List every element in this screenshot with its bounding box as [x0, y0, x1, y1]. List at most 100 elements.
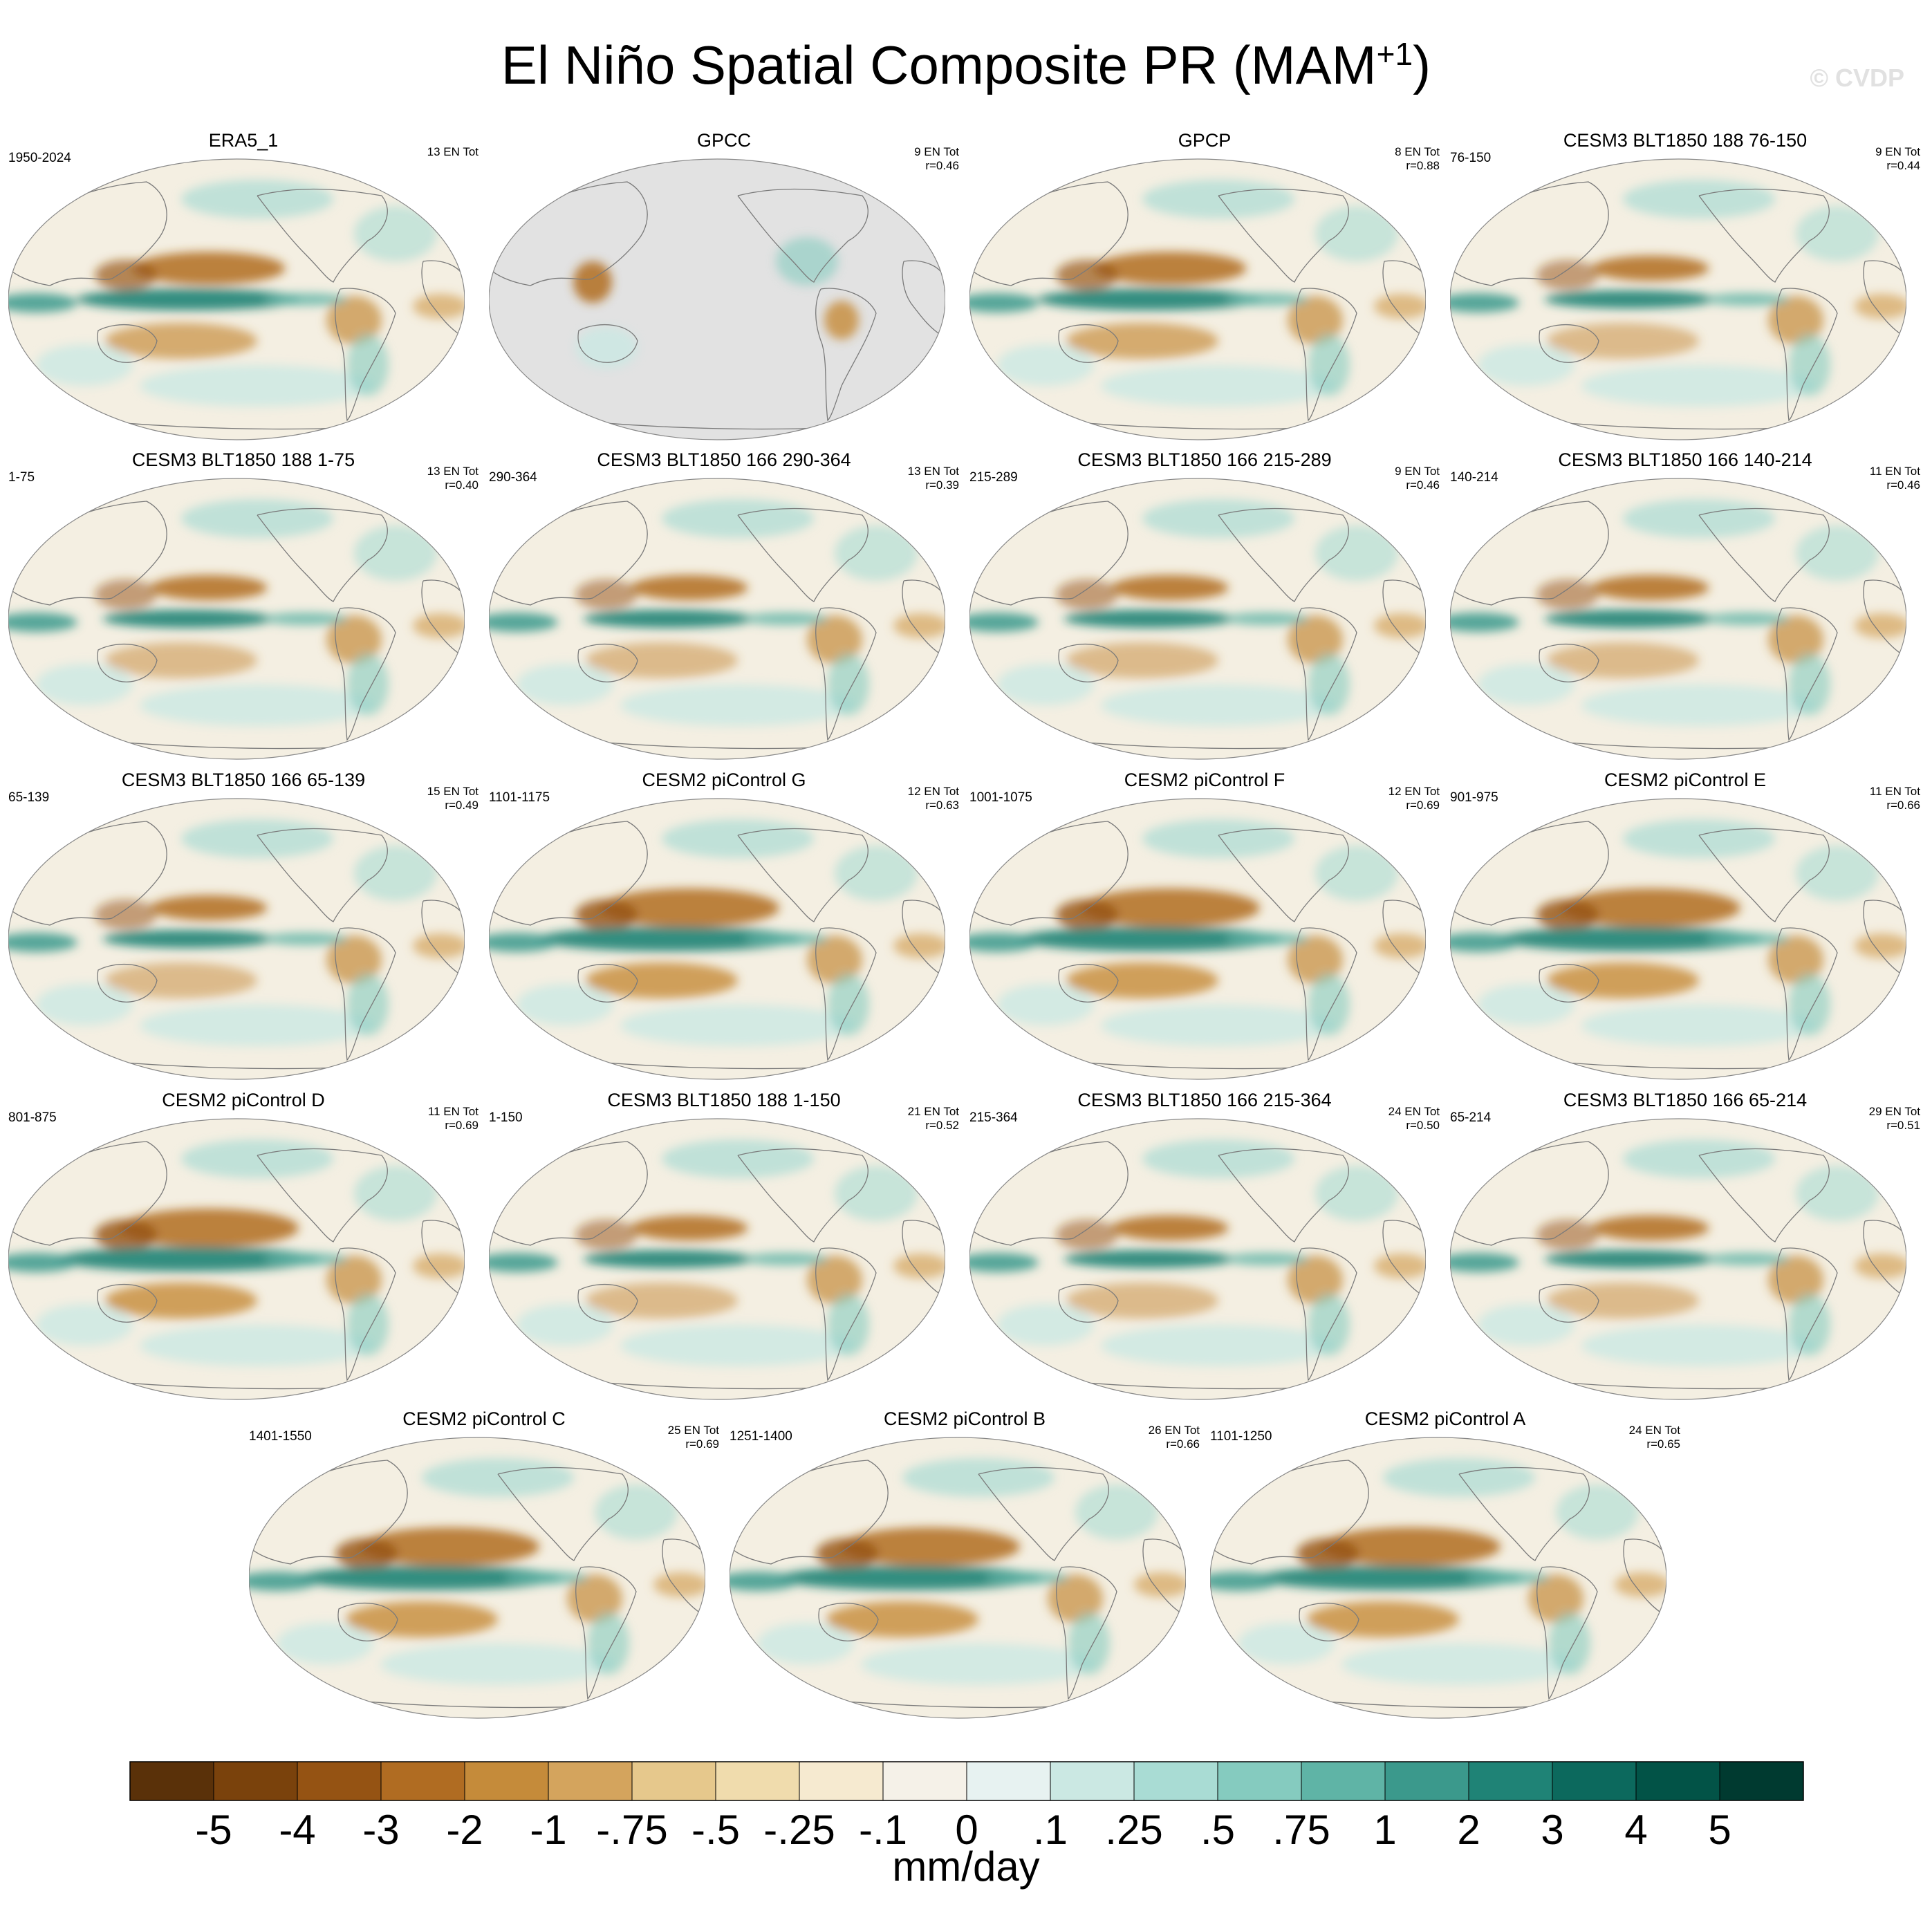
- coastline-australia: [97, 324, 158, 363]
- coastline-eurasia: [489, 1141, 648, 1246]
- anomaly-west-indian-wet: [8, 613, 77, 632]
- anomaly-amazon-dry: [1768, 935, 1823, 984]
- anomaly-equatorial-wet: [1063, 1249, 1235, 1269]
- panel-years: 140-214: [1450, 470, 1498, 485]
- map-outline: [8, 478, 465, 760]
- colorbar-tick-label: -.25: [763, 1807, 835, 1853]
- anomaly-south-spcz-dry: [1066, 962, 1218, 998]
- colorbar-segment: [1469, 1762, 1553, 1800]
- anomaly-atlantic-wet: [1796, 846, 1879, 901]
- colorbar-segment: [548, 1762, 633, 1800]
- panel: CESM3 BLT1850 166 65-139 65-139 15 EN Tot r…: [8, 770, 479, 1088]
- coastline-eurasia: [969, 501, 1128, 606]
- anomaly-amazon-dry: [326, 615, 382, 664]
- panel-title: CESM2 piControl F: [1124, 770, 1285, 790]
- panel-pattern-corr: r=0.50: [1406, 1119, 1440, 1132]
- colorbar-tick-label: -1: [530, 1807, 567, 1853]
- anomaly-north-subtropical-dry: [1592, 255, 1709, 281]
- panel-years: 1401-1550: [249, 1429, 312, 1444]
- anomaly-equatorial-wet: [297, 1565, 560, 1590]
- colorbar-segment: [1218, 1762, 1302, 1800]
- colorbar-tick-label: 0: [955, 1807, 978, 1853]
- colorbar-segment: [883, 1762, 967, 1800]
- panel: CESM2 piControl G 1101-1175 12 EN Tot r=0.6…: [489, 770, 959, 1088]
- colorbar-segment: [465, 1762, 549, 1800]
- anomaly-south-america-wet: [1308, 974, 1350, 1036]
- panel: CESM2 piControl C 1401-1550 25 EN Tot r=0.6…: [249, 1408, 719, 1726]
- map-outline: [969, 158, 1426, 440]
- panel-map: [489, 798, 945, 1080]
- panel-title: CESM3 BLT1850 188 1-150: [607, 1090, 841, 1110]
- anomaly-maritime-dry: [1536, 260, 1599, 290]
- anomaly-equatorial-wet: [1018, 927, 1281, 951]
- map-outline: [489, 158, 945, 440]
- panel-title: CESM3 BLT1850 166 215-364: [1077, 1090, 1332, 1110]
- anomaly-indian-wet: [997, 984, 1094, 1025]
- anomaly-north-pacific-wet: [902, 1458, 1055, 1497]
- panel-map: [969, 158, 1426, 440]
- anomaly-south-america-wet: [347, 653, 389, 716]
- anomaly-amazon-dry: [567, 1574, 622, 1623]
- anomaly-maritime-dry: [575, 1220, 638, 1250]
- panel-title: CESM2 piControl A: [1364, 1408, 1526, 1429]
- anomaly-africa-dry: [1374, 1254, 1426, 1278]
- colorbar-segment: [1134, 1762, 1218, 1800]
- anomaly-east-equatorial-wet: [745, 1253, 828, 1265]
- anomaly-north-pacific-wet: [181, 180, 333, 218]
- coastline-north-america: [497, 1467, 629, 1561]
- anomaly-north-subtropical-dry: [1111, 1215, 1229, 1241]
- colorbar-segment: [1301, 1762, 1386, 1800]
- colorbar-tick-label: -5: [195, 1807, 232, 1853]
- anomaly-south-spcz-dry: [105, 962, 257, 998]
- anomaly-amazon-dry: [326, 1256, 382, 1304]
- colorbar-segment: [214, 1762, 298, 1800]
- coastline-north-america: [1698, 508, 1830, 602]
- anomaly-atlantic-wet: [835, 846, 918, 901]
- panel-stats: 26 EN Tot r=0.66: [1149, 1424, 1200, 1451]
- coastline-south-america: [1776, 1247, 1838, 1381]
- panel: CESM2 piControl E 901-975 11 EN Tot r=0.66: [1450, 770, 1920, 1088]
- anomaly-equatorial-wet: [583, 1249, 754, 1269]
- panel-years: 1-75: [8, 470, 35, 485]
- anomaly-north-subtropical-dry: [150, 575, 268, 601]
- anomaly-west-indian-wet: [249, 1572, 318, 1591]
- anomaly-africa-dry: [413, 933, 465, 958]
- anomaly-south-pacific-wet: [380, 1644, 615, 1685]
- map-outline: [1450, 478, 1906, 760]
- coastline-africa: [421, 900, 465, 978]
- anomaly-equatorial-wet: [583, 609, 754, 629]
- anomaly-south-spcz-dry: [105, 1283, 257, 1319]
- coastline-north-america: [1218, 828, 1349, 922]
- coastline-eurasia: [1210, 1460, 1369, 1565]
- panel-title: CESM3 BLT1850 166 140-214: [1558, 449, 1812, 470]
- coastline-south-america: [815, 927, 877, 1061]
- panel-title: CESM2 piControl C: [402, 1408, 566, 1429]
- coastline-australia: [1058, 643, 1119, 682]
- coastline-north-america: [1218, 1148, 1349, 1242]
- map-outline: [969, 798, 1426, 1080]
- colorbar-frame: [129, 1761, 1804, 1801]
- coastline-australia: [97, 963, 158, 1003]
- anomaly-north-pacific-wet: [1383, 1458, 1535, 1497]
- coastline-north-america: [737, 828, 869, 922]
- anomaly-south-america-wet: [828, 974, 869, 1036]
- panel-map: [969, 798, 1426, 1080]
- anomaly-africa-dry: [413, 1254, 465, 1278]
- coastline-australia: [337, 1602, 398, 1641]
- anomaly-south-spcz-dry: [586, 962, 738, 998]
- anomaly-amazon-dry: [1768, 296, 1823, 344]
- anomaly-amazon-dry: [807, 1256, 862, 1304]
- colorbar-segment: [297, 1762, 382, 1800]
- panel-event-count: 9 EN Tot: [1395, 465, 1440, 478]
- panel-event-count: 24 EN Tot: [1628, 1424, 1680, 1437]
- anomaly-africa-dry: [413, 294, 465, 319]
- anomaly-north-subtropical-dry: [600, 888, 779, 927]
- anomaly-north-pacific-wet: [662, 1139, 814, 1178]
- panel-event-count: 13 EN Tot: [427, 465, 479, 478]
- panel-years: 65-139: [8, 790, 50, 805]
- anomaly-africa-dry: [413, 613, 465, 638]
- anomaly-north-pacific-wet: [1142, 180, 1294, 218]
- anomaly-west-indian-wet: [1450, 933, 1519, 952]
- coastline-australia: [97, 643, 158, 682]
- panel: CESM3 BLT1850 188 1-75 1-75 13 EN Tot r=0.4…: [8, 449, 479, 767]
